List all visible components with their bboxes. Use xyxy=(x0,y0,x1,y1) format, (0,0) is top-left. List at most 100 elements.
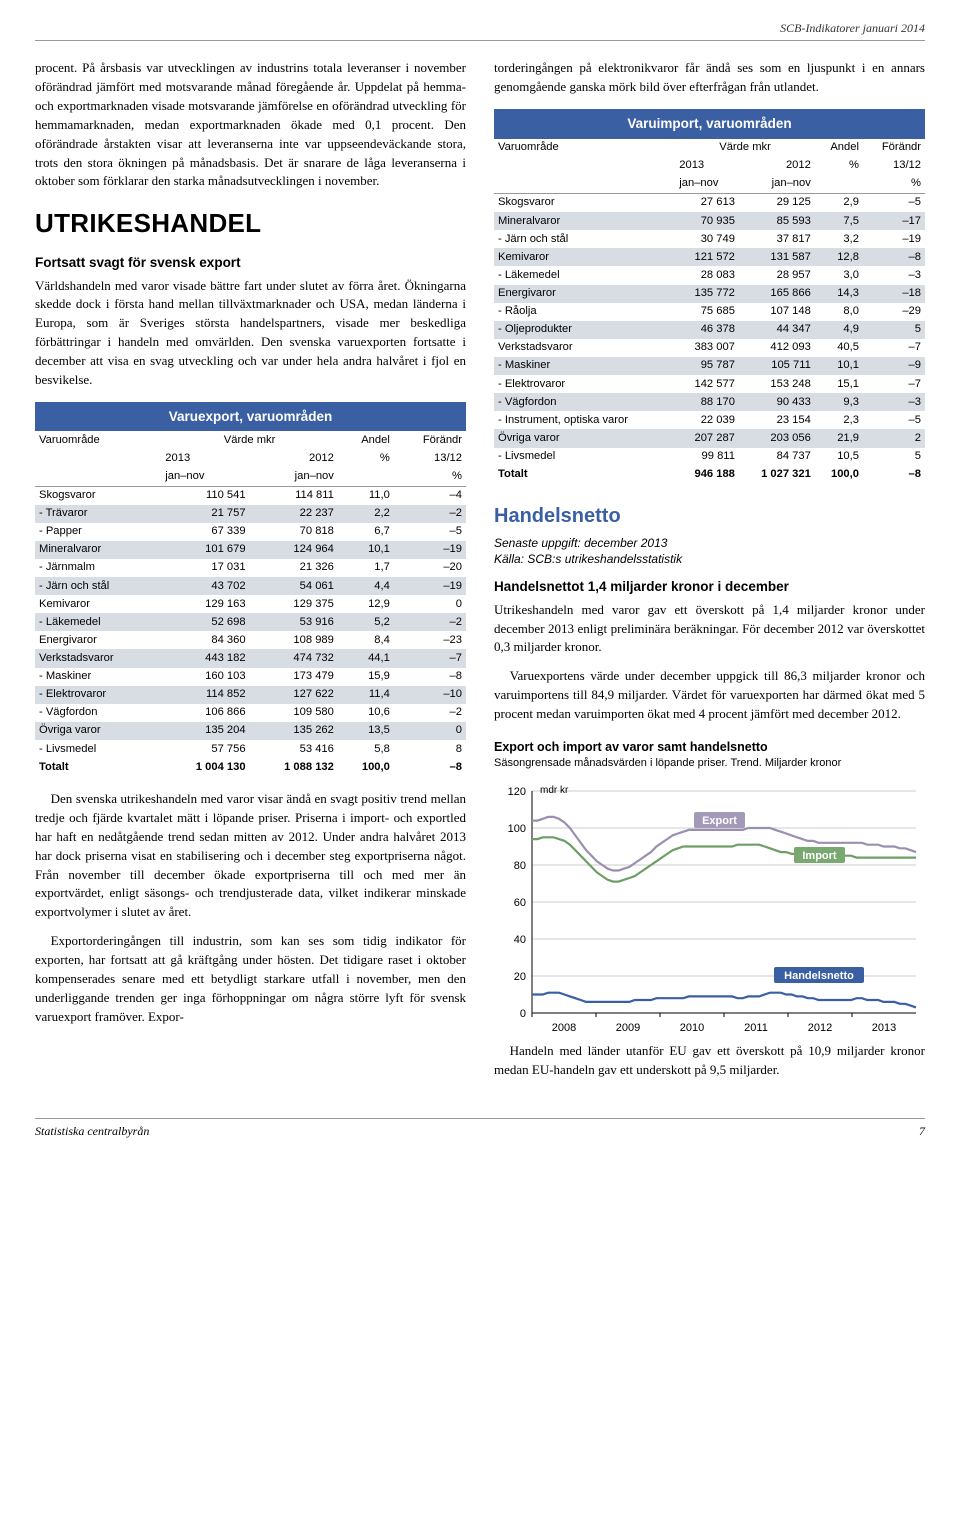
table-cell: 99 811 xyxy=(675,448,739,466)
table-cell: 11,0 xyxy=(338,486,394,505)
icol-ratio: 13/12 xyxy=(863,157,925,175)
table-cell: - Järn och stål xyxy=(494,230,675,248)
table-cell: - Oljeprodukter xyxy=(494,321,675,339)
table-cell: –19 xyxy=(394,541,466,559)
table-cell: –8 xyxy=(863,466,925,484)
export-table: Varuområde Värde mkr Andel Förändr 2013 … xyxy=(35,431,466,776)
left-para-1: procent. På årsbasis var utvecklingen av… xyxy=(35,59,466,191)
col-y1: 2013 xyxy=(161,449,249,467)
table-cell: 22 237 xyxy=(250,505,338,523)
table-cell: 101 679 xyxy=(161,541,249,559)
table-row: Mineralvaror101 679124 96410,1–19 xyxy=(35,541,466,559)
icol-per2: jan–nov xyxy=(739,175,815,194)
table-cell: 127 622 xyxy=(250,686,338,704)
handelsnetto-meta: Senaste uppgift: december 2013 Källa: SC… xyxy=(494,535,925,567)
svg-text:2010: 2010 xyxy=(680,1022,704,1034)
table-cell: 2,9 xyxy=(815,193,863,212)
table-cell: 474 732 xyxy=(250,649,338,667)
table-cell: Energivaror xyxy=(35,631,161,649)
table-row: - Trävaror21 75722 2372,2–2 xyxy=(35,505,466,523)
table-cell: –19 xyxy=(394,577,466,595)
table-row: - Maskiner95 787105 71110,1–9 xyxy=(494,357,925,375)
table-cell: 84 737 xyxy=(739,448,815,466)
meta-line-1: Senaste uppgift: december 2013 xyxy=(494,536,667,550)
table-cell: 15,9 xyxy=(338,668,394,686)
table-row: Skogsvaror110 541114 81111,0–4 xyxy=(35,486,466,505)
table-cell: –5 xyxy=(394,523,466,541)
table-cell: –4 xyxy=(394,486,466,505)
table-cell: 10,5 xyxy=(815,448,863,466)
table-row: - Elektrovaror142 577153 24815,1–7 xyxy=(494,375,925,393)
table-cell: - Trävaror xyxy=(35,505,161,523)
col-change: Förändr xyxy=(394,431,466,449)
table-cell: Övriga varor xyxy=(35,722,161,740)
icol-share: Andel xyxy=(815,139,863,157)
svg-text:100: 100 xyxy=(508,823,526,835)
table-cell: 6,7 xyxy=(338,523,394,541)
icol-y2: 2012 xyxy=(739,157,815,175)
table-cell: 57 756 xyxy=(161,740,249,758)
table-cell: 85 593 xyxy=(739,212,815,230)
table-row: - Livsmedel99 81184 73710,55 xyxy=(494,448,925,466)
table-cell: 110 541 xyxy=(161,486,249,505)
table-cell: Mineralvaror xyxy=(494,212,675,230)
table-cell: 109 580 xyxy=(250,704,338,722)
table-cell: 4,4 xyxy=(338,577,394,595)
table-cell: 8,4 xyxy=(338,631,394,649)
table-cell: 17 031 xyxy=(161,559,249,577)
table-row: Energivaror84 360108 9898,4–23 xyxy=(35,631,466,649)
section-heading-handelsnetto: Handelsnetto xyxy=(494,502,925,531)
table-cell: 135 204 xyxy=(161,722,249,740)
table-cell: 53 916 xyxy=(250,613,338,631)
col-ratio: 13/12 xyxy=(394,449,466,467)
table-cell: 8 xyxy=(394,740,466,758)
svg-text:80: 80 xyxy=(514,860,526,872)
icol-pct: % xyxy=(815,157,863,175)
import-table-head: Varuområde Värde mkr Andel Förändr 2013 … xyxy=(494,139,925,194)
table-cell: 21 326 xyxy=(250,559,338,577)
table-cell: 43 702 xyxy=(161,577,249,595)
icol-pct2: % xyxy=(863,175,925,194)
right-para-3: Varuexportens värde under december uppgi… xyxy=(494,667,925,724)
table-cell: 153 248 xyxy=(739,375,815,393)
table-cell: - Instrument, optiska varor xyxy=(494,411,675,429)
table-cell: –3 xyxy=(863,393,925,411)
left-para-2: Världshandeln med varor visade bättre fa… xyxy=(35,277,466,390)
table-cell: 160 103 xyxy=(161,668,249,686)
table-row: - Oljeprodukter46 37844 3474,95 xyxy=(494,321,925,339)
table-cell: 52 698 xyxy=(161,613,249,631)
table-cell: –19 xyxy=(863,230,925,248)
table-cell: 23 154 xyxy=(739,411,815,429)
table-cell: 5 xyxy=(863,321,925,339)
trade-chart: 020406080100120mdr kr2008200920102011201… xyxy=(494,777,924,1037)
table-cell: 67 339 xyxy=(161,523,249,541)
table-cell: 106 866 xyxy=(161,704,249,722)
table-cell: –17 xyxy=(863,212,925,230)
table-cell: 203 056 xyxy=(739,429,815,447)
table-cell: 100,0 xyxy=(338,758,394,776)
table-cell: Energivaror xyxy=(494,285,675,303)
table-cell: Skogsvaror xyxy=(494,193,675,212)
table-cell: 44 347 xyxy=(739,321,815,339)
table-cell: –7 xyxy=(394,649,466,667)
table-cell: 27 613 xyxy=(675,193,739,212)
table-cell: 10,6 xyxy=(338,704,394,722)
export-table-title: Varuexport, varuområden xyxy=(35,402,466,432)
table-cell: 8,0 xyxy=(815,303,863,321)
export-table-head: Varuområde Värde mkr Andel Förändr 2013 … xyxy=(35,431,466,486)
icol-area: Varuområde xyxy=(494,139,675,194)
table-cell: 88 170 xyxy=(675,393,739,411)
table-row: Övriga varor207 287203 05621,92 xyxy=(494,429,925,447)
table-cell: 54 061 xyxy=(250,577,338,595)
table-cell: 129 163 xyxy=(161,595,249,613)
table-cell: 100,0 xyxy=(815,466,863,484)
col-pct2: % xyxy=(394,467,466,486)
table-cell: –23 xyxy=(394,631,466,649)
svg-text:40: 40 xyxy=(514,934,526,946)
table-cell: 12,8 xyxy=(815,248,863,266)
table-cell: 40,5 xyxy=(815,339,863,357)
table-row: - Vägfordon88 17090 4339,3–3 xyxy=(494,393,925,411)
table-cell: 13,5 xyxy=(338,722,394,740)
table-row: Kemivaror121 572131 58712,8–8 xyxy=(494,248,925,266)
left-column: procent. På årsbasis var utvecklingen av… xyxy=(35,59,466,1090)
